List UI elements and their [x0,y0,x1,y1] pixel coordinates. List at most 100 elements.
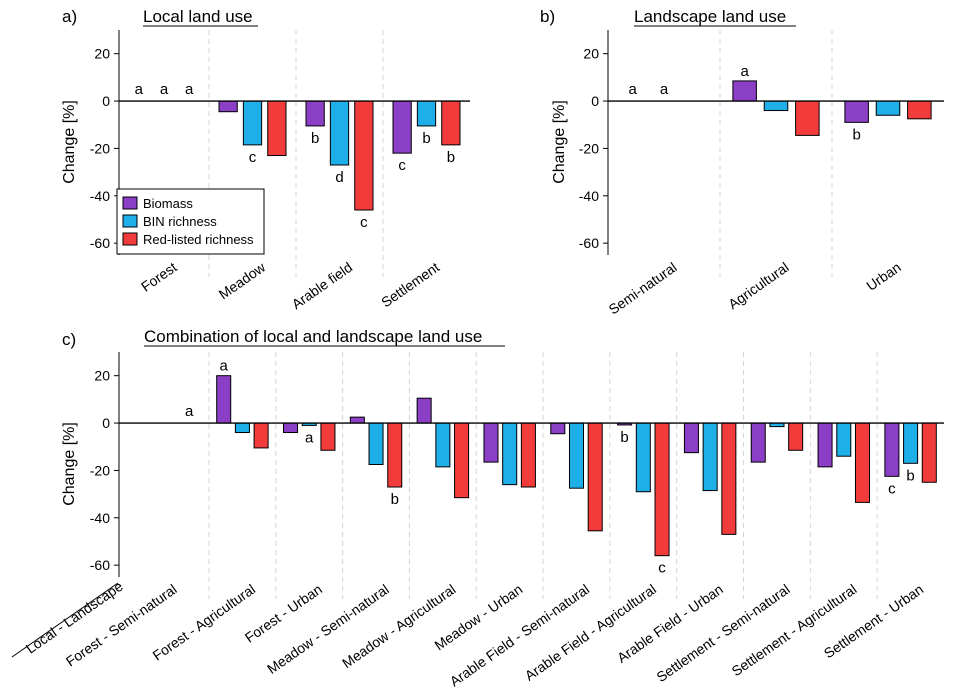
panel-c-ytick-label: -40 [90,510,110,526]
panel-c-title: Combination of local and landscape land … [144,327,482,346]
bar-red-listed-richness [520,422,536,488]
panel-c: c) Combination of local and landscape la… [11,327,944,689]
panel-c-ylabel: Change [%] [61,422,78,506]
panel-a-xtick-label: Arable field [289,259,356,312]
bar-biomass [732,80,757,102]
panel-b-ytick-label: -60 [579,235,599,251]
panel-a-title: Local land use [143,7,253,26]
significance-letter: a [660,81,669,98]
bar-biomass [817,422,833,468]
significance-letter: b [906,467,914,484]
bar-biomass [844,100,869,123]
bar-red-listed-richness [320,422,336,451]
significance-letter: b [620,429,628,446]
legend-swatch-red-listed-richness [122,232,138,246]
panel-c-ytick-label: 0 [102,415,110,431]
panel-b-ytick-label: -40 [579,188,599,204]
panel-a-ytick-label: -60 [90,235,110,251]
bar-bin-richness [903,422,919,464]
bar-biomass [392,100,412,154]
bar-red-listed-richness [921,422,937,483]
panel-c-letter: c) [62,330,76,349]
bar-biomass [216,375,232,424]
panel-a: a) Local land use Change [%] 20 0 -20 -40 -6… [61,7,470,312]
panel-b-ytick-label: 0 [591,93,599,109]
panel-b-xtick-label: Urban [863,259,903,294]
significance-letter: a [160,81,169,98]
bar-red-listed-richness [654,422,670,557]
legend-label-red-listed-richness: Red-listed richness [143,232,254,247]
bar-biomass [884,422,900,477]
bar-bin-richness [329,100,350,166]
panel-a-xtick-label: Forest [138,259,180,295]
bar-bin-richness [368,422,384,466]
panel-a-ytick-label: -20 [90,140,110,156]
significance-letter: a [305,429,314,446]
panel-a-xtick-label: Settlement [378,259,442,311]
bar-red-listed-richness [795,100,820,136]
bar-biomass [218,100,238,113]
bar-red-listed-richness [721,422,737,535]
legend-label-bin-richness: BIN richness [143,214,217,229]
legend-label-biomass: Biomass [143,196,193,211]
panel-a-letter: a) [62,7,77,26]
legend-box [116,188,265,255]
significance-letter: b [391,491,399,508]
bar-red-listed-richness [587,422,603,532]
panel-c-xtick-label: Meadow - Agricultural [339,581,458,671]
bar-bin-richness [502,422,518,486]
significance-letter: c [360,214,368,231]
bar-bin-richness [568,422,585,489]
bar-red-listed-richness [907,100,932,120]
panel-b-xtick-label: Agricultural [725,259,792,312]
panel-b-letter: b) [540,7,555,26]
bar-bin-richness [875,100,901,116]
panel-c-ytick-label: 20 [94,368,110,384]
bar-biomass [349,416,365,424]
local-landscape-label: Local - Landscape [23,578,126,657]
panel-b-ylabel: Change [%] [551,100,568,184]
bar-bin-richness [836,422,852,457]
bar-bin-richness [635,422,651,493]
panel-a-ytick-label: 0 [102,93,110,109]
significance-letter: b [311,130,319,147]
significance-letter: a [185,403,194,420]
panel-c-ytick-label: -20 [90,462,110,478]
bar-biomass [683,422,699,454]
panel-a-ytick-label: 20 [94,46,110,62]
panel-b: b) Landscape land use Change [%] 20 0 -20 -… [540,7,944,318]
bar-biomass [416,397,432,424]
legend-swatch-biomass [122,196,138,210]
significance-letter: b [447,149,455,166]
panel-b-ytick-label: 20 [583,46,599,62]
panel-c-xtick-label: Settlement - Semi-natural [653,581,792,685]
bar-bin-richness [435,422,451,468]
significance-letter: c [398,157,406,174]
bar-bin-richness [763,100,789,112]
panel-b-title: Landscape land use [634,7,786,26]
significance-letter: a [185,81,194,98]
significance-letter: a [220,358,229,375]
bar-red-listed-richness [454,422,470,499]
bar-red-listed-richness [267,100,287,157]
legend-swatch-bin-richness [122,214,138,228]
significance-letter: c [249,149,257,166]
significance-letter: d [335,169,343,186]
panel-c-xtick-label: Meadow - Semi-natural [264,581,392,677]
significance-letter: a [740,63,749,80]
bar-red-listed-richness [854,422,870,503]
significance-letter: b [422,130,430,147]
bar-bin-richness [702,422,718,492]
bar-biomass [550,422,566,435]
significance-letter: a [628,81,637,98]
bar-bin-richness [242,100,263,146]
significance-letter: b [852,126,860,143]
panel-b-xtick-label: Semi-natural [605,259,679,318]
bar-red-listed-richness [441,100,461,146]
bar-biomass [483,422,499,463]
legend: Biomass BIN richness Red-listed richness [116,188,265,255]
bar-biomass [750,422,766,463]
panel-a-ytick-label: -40 [90,188,110,204]
panel-a-xtick-label: Meadow [216,258,269,302]
